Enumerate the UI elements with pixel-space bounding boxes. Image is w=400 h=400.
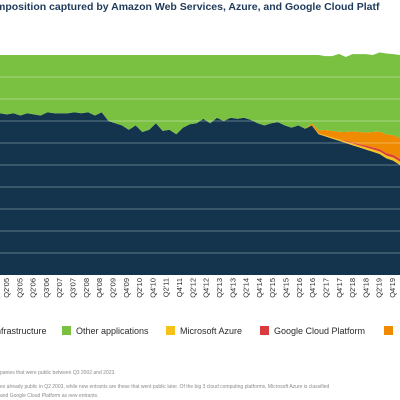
- footnote-1: panies that were public between Q3 2002 …: [0, 370, 116, 376]
- legend-item-infrastructure: nfrastructure: [0, 325, 47, 337]
- area-series-infrastructure: [0, 112, 400, 275]
- x-tick-label: Q2'12: [188, 278, 197, 298]
- x-tick-label: Q4'14: [255, 278, 264, 298]
- x-tick-label: Q4'10: [148, 278, 157, 298]
- legend-item-microsoft-azure: Microsoft Azure: [166, 325, 242, 337]
- x-tick-label: Q2'16: [295, 278, 304, 298]
- x-tick-label: Q2'14: [242, 278, 251, 298]
- chart-title-text: mposition captured by Amazon Web Service…: [0, 1, 380, 13]
- stacked-area-chart: Q2'05 Q3'05 Q2'06 Q3'06 Q2'07 Q3'07 Q2'08 Q4'08…: [0, 52, 400, 298]
- legend-swatch: [62, 326, 71, 335]
- x-tick-label: Q4'18: [361, 278, 370, 298]
- legend-label: Other applications: [76, 326, 149, 336]
- x-tick-label: Q3'07: [69, 278, 78, 298]
- legend-swatch: [384, 326, 393, 335]
- legend-item-other-applications: Other applications: [62, 325, 149, 337]
- x-tick-label: Q4'15: [282, 278, 291, 298]
- area-series-other-applications: [0, 52, 400, 138]
- x-tick-label: Q2'17: [321, 278, 330, 298]
- legend-label: nfrastructure: [0, 326, 47, 336]
- x-tick-label: Q4'17: [335, 278, 344, 298]
- x-tick-label: Q4'12: [202, 278, 211, 298]
- x-tick-label: Q2'18: [348, 278, 357, 298]
- x-tick-label: Q4'13: [228, 278, 237, 298]
- x-tick-label: Q4'09: [122, 278, 131, 298]
- legend-swatch: [260, 326, 269, 335]
- legend-item-google-cloud-platform: Google Cloud Platform: [260, 325, 365, 337]
- x-tick-label: Q3'05: [15, 278, 24, 298]
- x-tick-label: Q2'05: [2, 278, 11, 298]
- x-tick-label: Q2'07: [55, 278, 64, 298]
- footnote-3: and Google Cloud Platform as new entrant…: [0, 393, 99, 399]
- x-tick-label: Q2'08: [82, 278, 91, 298]
- x-tick-label: Q4'08: [95, 278, 104, 298]
- chart-title: mposition captured by Amazon Web Service…: [0, 0, 400, 14]
- x-tick-label: Q2'19: [375, 278, 384, 298]
- legend-swatch: [166, 326, 175, 335]
- x-tick-label: Q2'13: [215, 278, 224, 298]
- x-tick-label: Q4'19: [388, 278, 397, 298]
- x-tick-label: Q3'06: [42, 278, 51, 298]
- legend-label: Microsoft Azure: [180, 326, 243, 336]
- x-tick-label: Q4'16: [308, 278, 317, 298]
- x-tick-label: Q4'11: [175, 278, 184, 297]
- legend-label: Google Cloud Platform: [274, 326, 366, 336]
- x-tick-label: Q2'06: [29, 278, 38, 298]
- footnote-2: es already public in Q2 2003, while new …: [0, 384, 330, 390]
- x-tick-label: Q2'09: [109, 278, 118, 298]
- legend-item-aws: [384, 325, 398, 337]
- x-tick-label: Q2'10: [135, 278, 144, 298]
- x-tick-label: Q2'15: [268, 278, 277, 298]
- x-tick-label: Q2'11: [162, 278, 171, 297]
- chart-legend: nfrastructure Other applications Microso…: [0, 323, 400, 339]
